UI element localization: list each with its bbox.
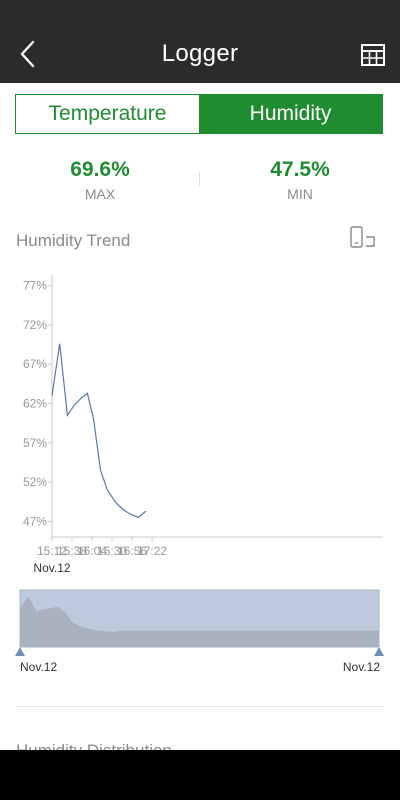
page-title: Logger [161, 40, 239, 67]
y-tick-label: 77% [23, 279, 47, 293]
min-stat: 47.5% MIN [200, 158, 400, 202]
rotate-screen-icon[interactable] [349, 226, 377, 250]
y-tick-label: 52% [23, 475, 47, 489]
chart-navigator[interactable]: Nov.12 Nov.12 [0, 585, 400, 680]
section-divider [16, 706, 384, 707]
stat-divider [199, 172, 200, 186]
trend-title: Humidity Trend [16, 231, 131, 250]
app-header: Logger [0, 0, 400, 83]
y-tick-label: 62% [23, 397, 47, 411]
max-label: MAX [84, 186, 116, 202]
tab-humidity[interactable]: Humidity [199, 95, 382, 133]
humidity-series-line [51, 343, 147, 519]
y-tick-label: 72% [23, 318, 47, 332]
y-tick-label: 67% [23, 357, 47, 371]
tab-temperature[interactable]: Temperature [16, 95, 199, 133]
table-grid-icon[interactable] [360, 43, 386, 67]
system-nav-bar [0, 750, 400, 800]
metric-tabs: Temperature Humidity [15, 94, 383, 134]
min-label: MIN [287, 186, 313, 202]
y-tick-label: 47% [23, 514, 47, 528]
x-tick-label: 15:12 [37, 544, 67, 558]
x-tick-label: 15:38 [57, 544, 87, 558]
chevron-left-icon[interactable] [14, 38, 42, 70]
navigator-start-handle [15, 647, 25, 656]
min-value: 47.5% [270, 158, 330, 181]
x-tick-label: 16:30 [97, 544, 127, 558]
navigator-start-label: Nov.12 [20, 660, 57, 674]
x-date-label: Nov.12 [33, 561, 70, 575]
x-tick-label: 17:22 [137, 544, 167, 558]
x-tick-label: 16:04 [77, 544, 107, 558]
navigator-end-handle [374, 647, 384, 656]
navigator-area [20, 597, 379, 647]
max-stat: 69.6% MAX [0, 158, 200, 202]
max-value: 69.6% [70, 158, 130, 181]
humidity-trend-chart[interactable]: 77% 72% 67% 62% 57% 52% 47% 15:1215:3816:0416:3… [0, 270, 400, 582]
y-tick-label: 57% [23, 436, 47, 450]
x-tick-label: 16:56 [117, 544, 147, 558]
navigator-end-label: Nov.12 [343, 660, 380, 674]
